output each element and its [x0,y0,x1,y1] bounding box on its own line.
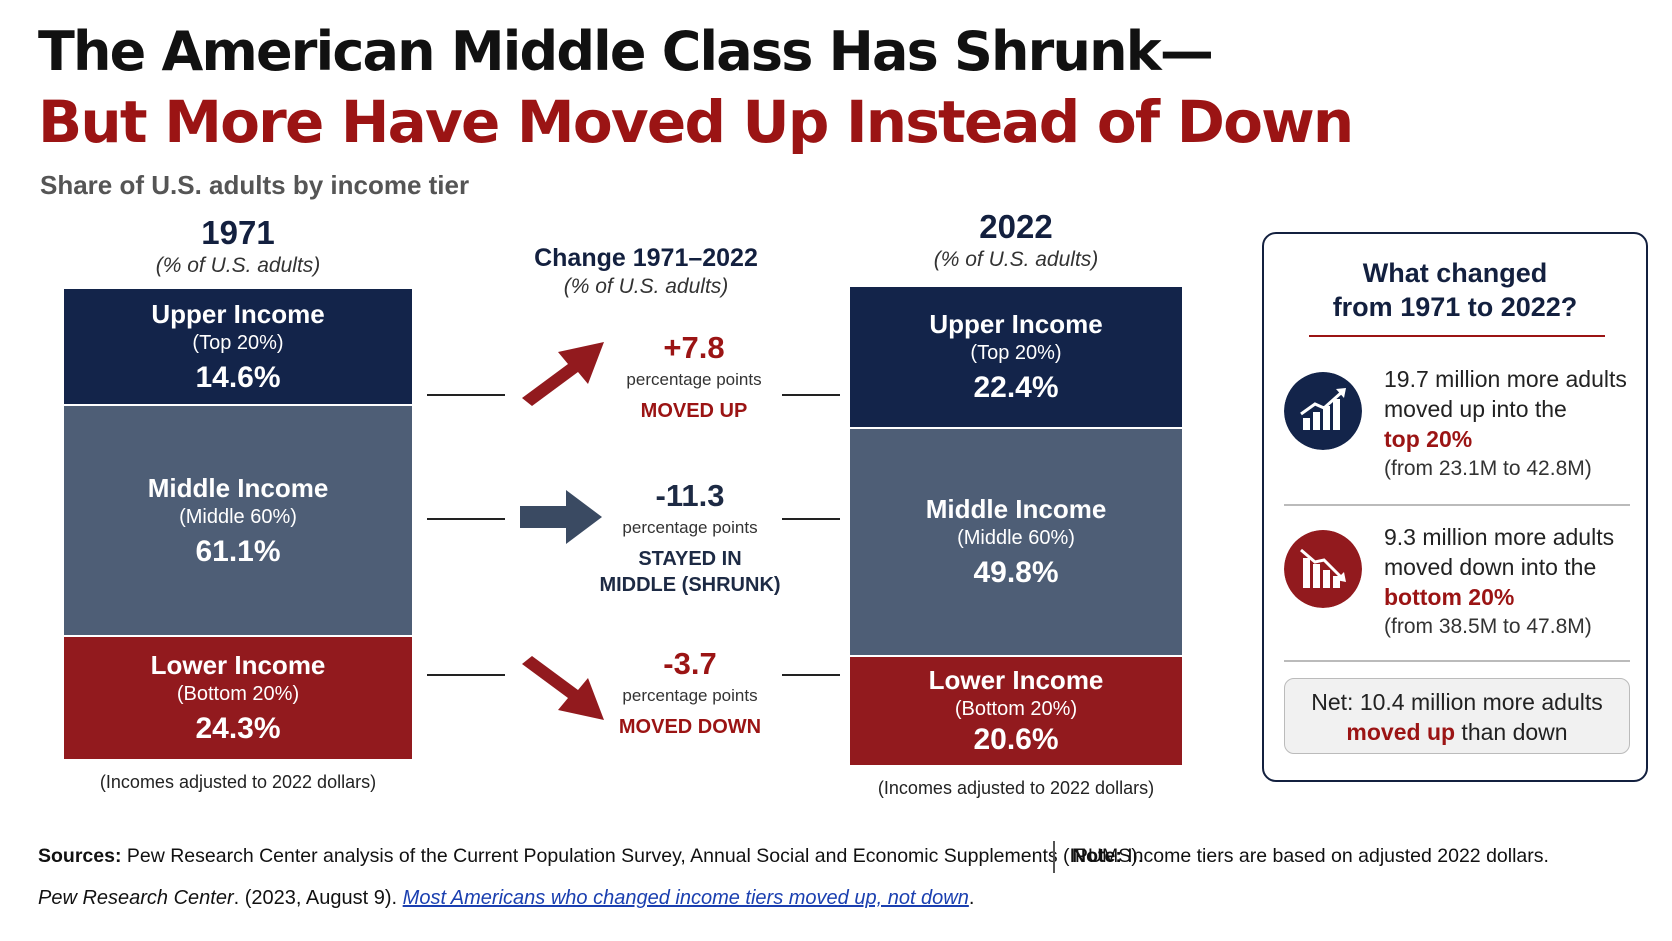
change-up: +7.8 percentage points MOVED UP [594,330,794,424]
tier-value: 49.8% [973,556,1059,589]
panel-divider [1309,335,1605,337]
net-highlight: moved up [1346,719,1456,745]
tier-value: 14.6% [195,360,281,394]
summary-up-line2: moved up into the [1384,396,1567,422]
change-up-value: +7.8 [663,330,725,365]
bar-2022-lower: Lower Income (Bottom 20%) 20.6% [850,657,1182,765]
subtitle: Share of U.S. adults by income tier [40,170,470,200]
panel-separator [1284,504,1630,506]
change-up-label: MOVED UP [640,400,748,422]
summary-down-highlight: bottom 20% [1384,584,1515,610]
footnote-2022: (Incomes adjusted to 2022 dollars) [877,778,1155,798]
summary-up-text: 19.7 million more adults moved up into t… [1384,364,1634,484]
tier-sub: (Bottom 20%) [176,683,300,705]
tier-sub: (Bottom 20%) [954,698,1078,720]
summary-down-line2: moved down into the [1384,554,1597,580]
stack-2022: Upper Income (Top 20%) 22.4% Middle Inco… [850,287,1182,765]
change-down-unit: percentage points [622,686,758,705]
title-line-2: But More Have Moved Up Instead of Down [38,88,1354,156]
tier-name: Lower Income [928,665,1104,695]
summary-down-from: (from 38.5M to 47.8M) [1384,615,1592,638]
panel-title-1: What changed [1362,258,1548,288]
summary-up-line1: 19.7 million more adults [1384,366,1627,392]
year-2022: 2022 [979,208,1053,245]
change-middle: -11.3 percentage points STAYED IN MIDDLE… [590,478,790,598]
title-line-1: The American Middle Class Has Shrunk— [38,20,1214,83]
change-title: Change 1971–2022 [534,244,758,272]
summary-down-line1: 9.3 million more adults [1384,524,1615,550]
note-text: Income tiers are based on adjusted 2022 … [1121,845,1549,867]
sources: Sources: Pew Research Center analysis of… [38,845,1143,868]
unit-2022: (% of U.S. adults) [933,248,1099,271]
change-middle-label-1: STAYED IN [638,548,742,570]
net-post: than down [1455,719,1568,745]
connector-line [782,394,840,396]
tier-name: Middle Income [147,472,329,503]
note: Note: Income tiers are based on adjusted… [1072,845,1549,868]
tier-sub: (Middle 60%) [957,527,1075,549]
change-middle-label: STAYED IN MIDDLE (SHRUNK) [590,546,790,598]
arrow-down-icon [522,656,604,720]
arrow-right-icon [520,490,602,544]
header-1971: 1971 (% of U.S. adults) [64,214,412,278]
header-2022: 2022 (% of U.S. adults) [850,208,1182,272]
tier-name: Upper Income [929,309,1103,339]
connector-line [782,518,840,520]
cite-link[interactable]: Most Americans who changed income tiers … [402,887,969,909]
unit-1971: (% of U.S. adults) [155,254,321,277]
change-down: -3.7 percentage points MOVED DOWN [590,646,790,740]
bar-1971-upper: Upper Income (Top 20%) 14.6% [64,289,412,404]
tier-value: 22.4% [973,371,1059,404]
connector-line [427,394,505,396]
connector-line [427,518,505,520]
footnote-1971: (Incomes adjusted to 2022 dollars) [99,772,377,792]
tier-name: Lower Income [150,650,326,680]
change-up-unit: percentage points [626,370,762,389]
cite-end: . [968,887,975,909]
panel-title-2: from 1971 to 2022? [1332,292,1578,322]
bar-2022-upper: Upper Income (Top 20%) 22.4% [850,287,1182,427]
year-1971: 1971 [201,214,275,251]
tier-value: 24.3% [195,712,281,745]
stack-1971: Upper Income (Top 20%) 14.6% Middle Inco… [64,289,412,759]
summary-down-text: 9.3 million more adults moved down into … [1384,522,1634,642]
bar-1971-middle: Middle Income (Middle 60%) 61.1% [64,406,412,635]
tier-sub: (Top 20%) [192,331,284,354]
sources-text: Pew Research Center analysis of the Curr… [121,845,1144,867]
summary-panel: What changed from 1971 to 2022? 19.7 mil… [1262,232,1648,782]
connector-line [782,674,840,676]
change-down-value: -3.7 [663,646,717,681]
cite-date: . (2023, August 9). [233,887,403,909]
change-middle-unit: percentage points [622,518,758,537]
change-middle-value: -11.3 [655,478,725,513]
net-summary: Net: 10.4 million more adults moved up t… [1284,678,1630,754]
tier-sub: (Top 20%) [970,342,1062,364]
summary-up-from: (from 23.1M to 42.8M) [1384,457,1592,480]
net-line1: Net: 10.4 million more adults [1311,689,1603,715]
header-change: Change 1971–2022 (% of U.S. adults) [510,244,782,299]
chart-down-icon [1284,530,1362,608]
cite-author: Pew Research Center [38,887,234,909]
note-label: Note: [1072,845,1122,867]
change-middle-label-2: MIDDLE (SHRUNK) [599,574,781,596]
footer-divider [1053,841,1055,873]
change-down-label: MOVED DOWN [618,716,762,738]
bar-2022-middle: Middle Income (Middle 60%) 49.8% [850,429,1182,655]
chart-up-icon [1284,372,1362,450]
panel-title: What changed from 1971 to 2022? [1264,256,1646,324]
summary-up-highlight: top 20% [1384,426,1473,452]
tier-value: 61.1% [195,534,281,568]
arrow-up-icon [522,342,604,406]
connector-line [427,674,505,676]
panel-separator [1284,660,1630,662]
tier-sub: (Middle 60%) [179,505,297,528]
tier-name: Upper Income [151,298,325,329]
bar-1971-lower: Lower Income (Bottom 20%) 24.3% [64,637,412,759]
sources-label: Sources: [38,845,122,867]
change-unit: (% of U.S. adults) [563,275,729,298]
tier-value: 20.6% [973,723,1059,756]
citation: Pew Research Center. (2023, August 9). M… [38,887,974,910]
tier-name: Middle Income [925,494,1107,524]
